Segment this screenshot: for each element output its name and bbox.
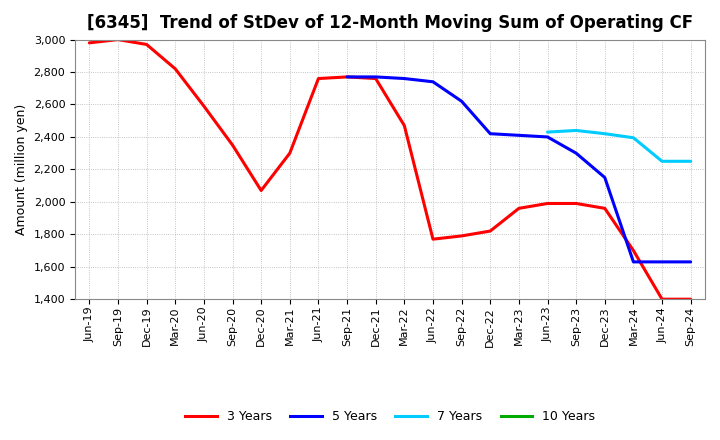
5 Years [686,259,695,264]
3 Years [400,123,409,128]
5 Years [428,79,437,84]
5 Years [629,259,638,264]
Y-axis label: Amount (million yen): Amount (million yen) [15,104,28,235]
3 Years [199,103,208,109]
3 Years [428,237,437,242]
3 Years [629,248,638,253]
5 Years [658,259,667,264]
5 Years [515,133,523,138]
7 Years [600,131,609,136]
3 Years [257,188,266,193]
Line: 5 Years: 5 Years [347,77,690,262]
7 Years [572,128,580,133]
7 Years [543,129,552,135]
Line: 7 Years: 7 Years [547,130,690,161]
Legend: 3 Years, 5 Years, 7 Years, 10 Years: 3 Years, 5 Years, 7 Years, 10 Years [180,405,600,428]
5 Years [372,74,380,80]
5 Years [600,175,609,180]
3 Years [372,76,380,81]
Title: [6345]  Trend of StDev of 12-Month Moving Sum of Operating CF: [6345] Trend of StDev of 12-Month Moving… [87,15,693,33]
3 Years [285,150,294,156]
5 Years [400,76,409,81]
5 Years [457,99,466,104]
3 Years [486,228,495,234]
3 Years [686,297,695,302]
3 Years [228,143,237,148]
3 Years [314,76,323,81]
3 Years [515,205,523,211]
3 Years [658,297,667,302]
3 Years [85,40,94,45]
5 Years [486,131,495,136]
3 Years [543,201,552,206]
5 Years [572,150,580,156]
3 Years [457,233,466,238]
7 Years [629,135,638,140]
3 Years [572,201,580,206]
5 Years [343,74,351,80]
3 Years [143,42,151,47]
5 Years [543,134,552,139]
3 Years [600,205,609,211]
7 Years [686,159,695,164]
Line: 3 Years: 3 Years [89,40,690,299]
3 Years [171,66,179,71]
7 Years [658,159,667,164]
3 Years [343,74,351,80]
3 Years [114,37,122,42]
